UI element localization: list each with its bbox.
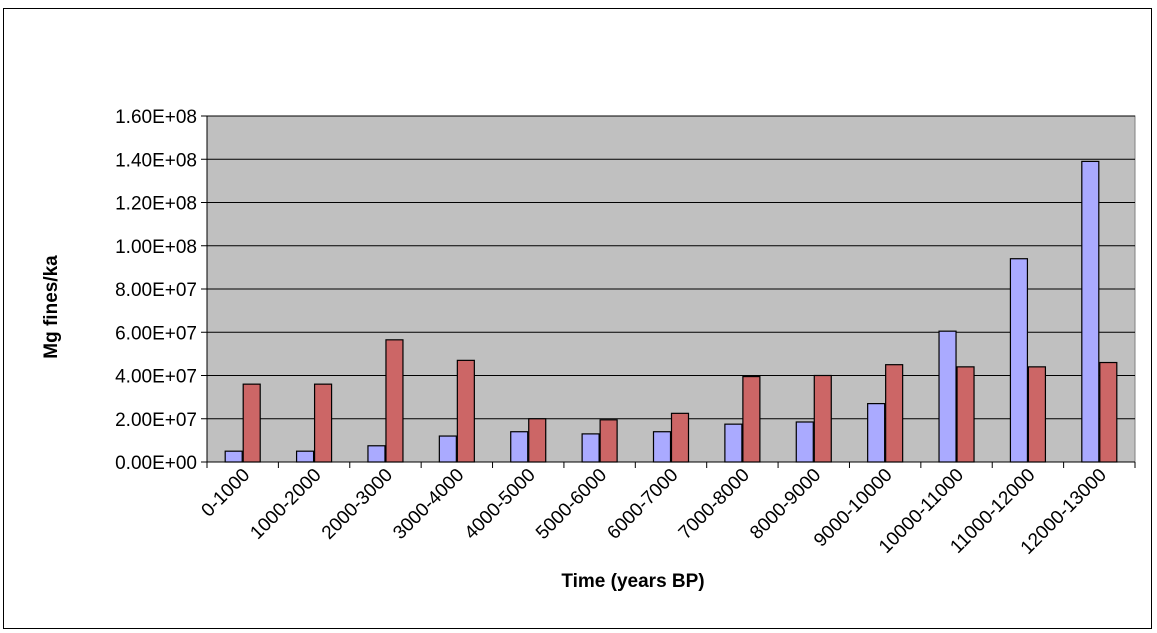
x-axis: 0-10001000-20002000-30003000-40004000-50… bbox=[198, 461, 1136, 559]
y-tick-label: 1.00E+08 bbox=[115, 237, 197, 258]
x-axis-title: Time (years BP) bbox=[561, 571, 704, 592]
bar-series-2 bbox=[885, 364, 904, 463]
bar-series-1 bbox=[367, 445, 386, 463]
y-tick-label: 1.40E+08 bbox=[115, 150, 197, 171]
plot-area bbox=[206, 115, 1136, 463]
chart: 0.00E+00 2.00E+07 4.00E+07 6.00E+07 8.00E+07… bbox=[41, 107, 1136, 592]
bar-series-1 bbox=[510, 431, 529, 463]
bar-series-2 bbox=[313, 383, 333, 463]
bar-series-1 bbox=[438, 435, 457, 463]
bar-series-1 bbox=[224, 450, 243, 463]
bar-series-1 bbox=[724, 423, 743, 463]
y-tick-label: 2.00E+07 bbox=[115, 410, 197, 431]
y-axis: 0.00E+00 2.00E+07 4.00E+07 6.00E+07 8.00E+07… bbox=[115, 107, 208, 474]
y-tick-label: 0.00E+00 bbox=[115, 453, 197, 474]
bar-series-1 bbox=[295, 450, 315, 463]
bar-series-1 bbox=[795, 421, 814, 463]
y-tick-label: 8.00E+07 bbox=[115, 280, 197, 301]
bar-series-1 bbox=[867, 403, 886, 463]
bar-series-1 bbox=[581, 433, 600, 463]
x-tick-label: 3000-4000 bbox=[389, 465, 468, 544]
x-tick-label: 5000-6000 bbox=[532, 465, 611, 544]
x-tick-label: 6000-7000 bbox=[603, 465, 682, 544]
bar-series-2 bbox=[242, 383, 261, 463]
bar-series-2 bbox=[1027, 366, 1047, 463]
bar-series-1 bbox=[1081, 160, 1100, 463]
bar-series-1 bbox=[1009, 258, 1029, 463]
y-tick-label: 6.00E+07 bbox=[115, 323, 197, 344]
bar-series-2 bbox=[528, 418, 547, 463]
bar-series-2 bbox=[385, 339, 404, 463]
bars bbox=[224, 160, 1118, 463]
bar-series-2 bbox=[1099, 361, 1118, 463]
bar-series-2 bbox=[742, 375, 761, 463]
x-tick-label: 7000-8000 bbox=[675, 465, 754, 544]
y-axis-title: Mg fines/ka bbox=[41, 255, 62, 359]
y-tick-label: 1.20E+08 bbox=[115, 194, 197, 215]
bar-series-1 bbox=[938, 330, 957, 463]
bar-series-2 bbox=[599, 419, 618, 463]
bar-series-2 bbox=[456, 359, 475, 463]
bar-series-1 bbox=[652, 431, 672, 463]
x-tick-label: 4000-5000 bbox=[461, 465, 540, 544]
x-tick-label: 0-1000 bbox=[198, 465, 255, 522]
y-tick-label: 1.60E+08 bbox=[115, 107, 197, 128]
x-tick-label: 1000-2000 bbox=[247, 465, 326, 544]
chart-frame: 0.00E+00 2.00E+07 4.00E+07 6.00E+07 8.00E+07… bbox=[3, 8, 1152, 629]
bar-series-2 bbox=[670, 412, 690, 463]
x-tick-label: 2000-3000 bbox=[318, 465, 397, 544]
bar-series-2 bbox=[956, 366, 975, 463]
y-tick-label: 4.00E+07 bbox=[115, 367, 197, 388]
bar-series-2 bbox=[813, 374, 832, 463]
